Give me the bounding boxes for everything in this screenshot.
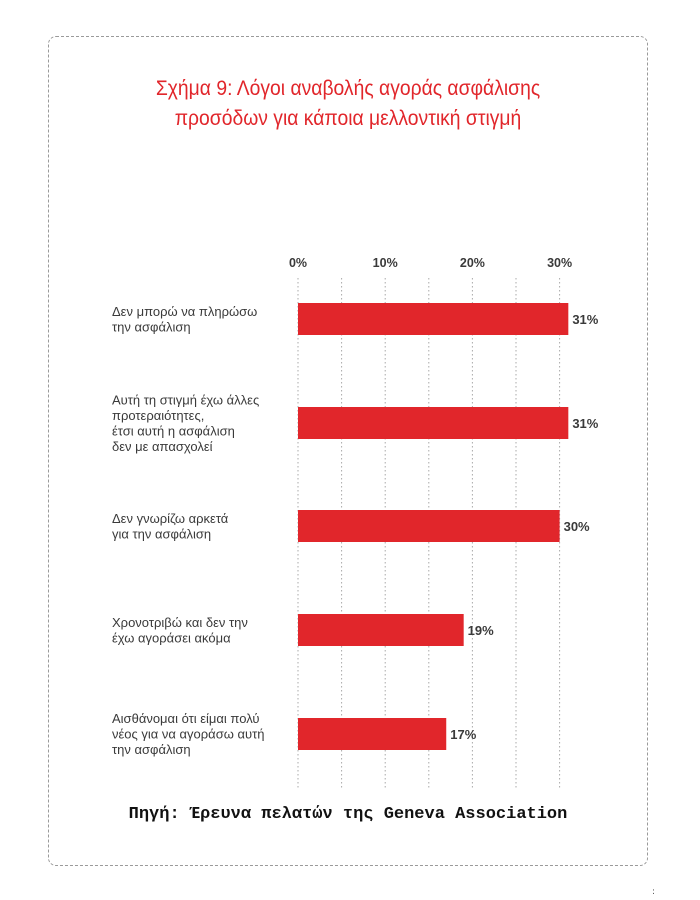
data-label-2: 30% [564,519,590,534]
x-tick-label: 30% [547,256,572,270]
data-label-3: 19% [468,623,494,638]
category-label-1: Αυτή τη στιγμή έχω άλλες προτεραιότητες, έ… [112,392,259,454]
category-label-2: Δεν γνωρίζω αρκετά για την ασφάλιση [112,511,229,542]
category-label-line: Χρονοτριβώ και δεν την [112,615,248,630]
category-label-line: Αισθάνομαι ότι είμαι πολύ [112,711,260,726]
category-label-line: δεν με απασχολεί [112,439,213,454]
source-note: Πηγή: Έρευνα πελατών της Geneva Associat… [128,805,568,824]
category-label-line: την ασφάλιση [112,742,191,757]
data-label-4: 17% [450,727,476,742]
bar-1 [298,407,569,439]
category-label-line: Αυτή τη στιγμή έχω άλλες [112,392,259,407]
category-label-line: την ασφάλιση [112,319,191,334]
gridlines [297,278,561,788]
data-label-1: 31% [572,416,598,431]
x-tick-label: 20% [460,256,485,270]
x-tick-labels: 0% 10% 20% 30% [289,256,572,270]
category-label-line: νέος για να αγοράσω αυτή [112,727,264,742]
corner-mark: : [652,887,656,897]
bar-2 [298,510,560,542]
chart-title-line-1: Σχήμα 9: Λόγοι αναβολής αγοράς ασφάλισης [155,77,541,100]
category-label-0: Δεν μπορώ να πληρώσω την ασφάλιση [112,304,257,335]
x-tick-label: 0% [289,256,307,270]
category-label-line: έχω αγοράσει ακόμα [112,630,231,645]
value-labels: 31% 31% 30% 19% 17% [450,312,599,742]
bar-0 [298,303,569,335]
bar-3 [298,614,464,646]
chart-title: Σχήμα 9: Λόγοι αναβολής αγοράς ασφάλισης… [72,74,624,134]
x-tick-label: 10% [373,256,398,270]
category-label-line: Δεν γνωρίζω αρκετά [112,511,229,526]
category-label-4: Αισθάνομαι ότι είμαι πολύ νέος για να αγο… [112,711,264,757]
category-label-line: για την ασφάλιση [112,526,211,541]
bar-4 [298,718,447,750]
category-label-line: προτεραιότητες, [112,408,204,423]
category-label-3: Χρονοτριβώ και δεν την έχω αγοράσει ακόμα [112,615,248,646]
chart-frame [48,36,648,866]
bars [298,303,569,750]
category-label-line: έτσι αυτή η ασφάλιση [112,423,235,438]
category-label-line: Δεν μπορώ να πληρώσω [112,304,257,319]
data-label-0: 31% [572,312,598,327]
chart-title-line-2: προσόδων για κάποια μελλοντική στιγμή [174,107,522,130]
